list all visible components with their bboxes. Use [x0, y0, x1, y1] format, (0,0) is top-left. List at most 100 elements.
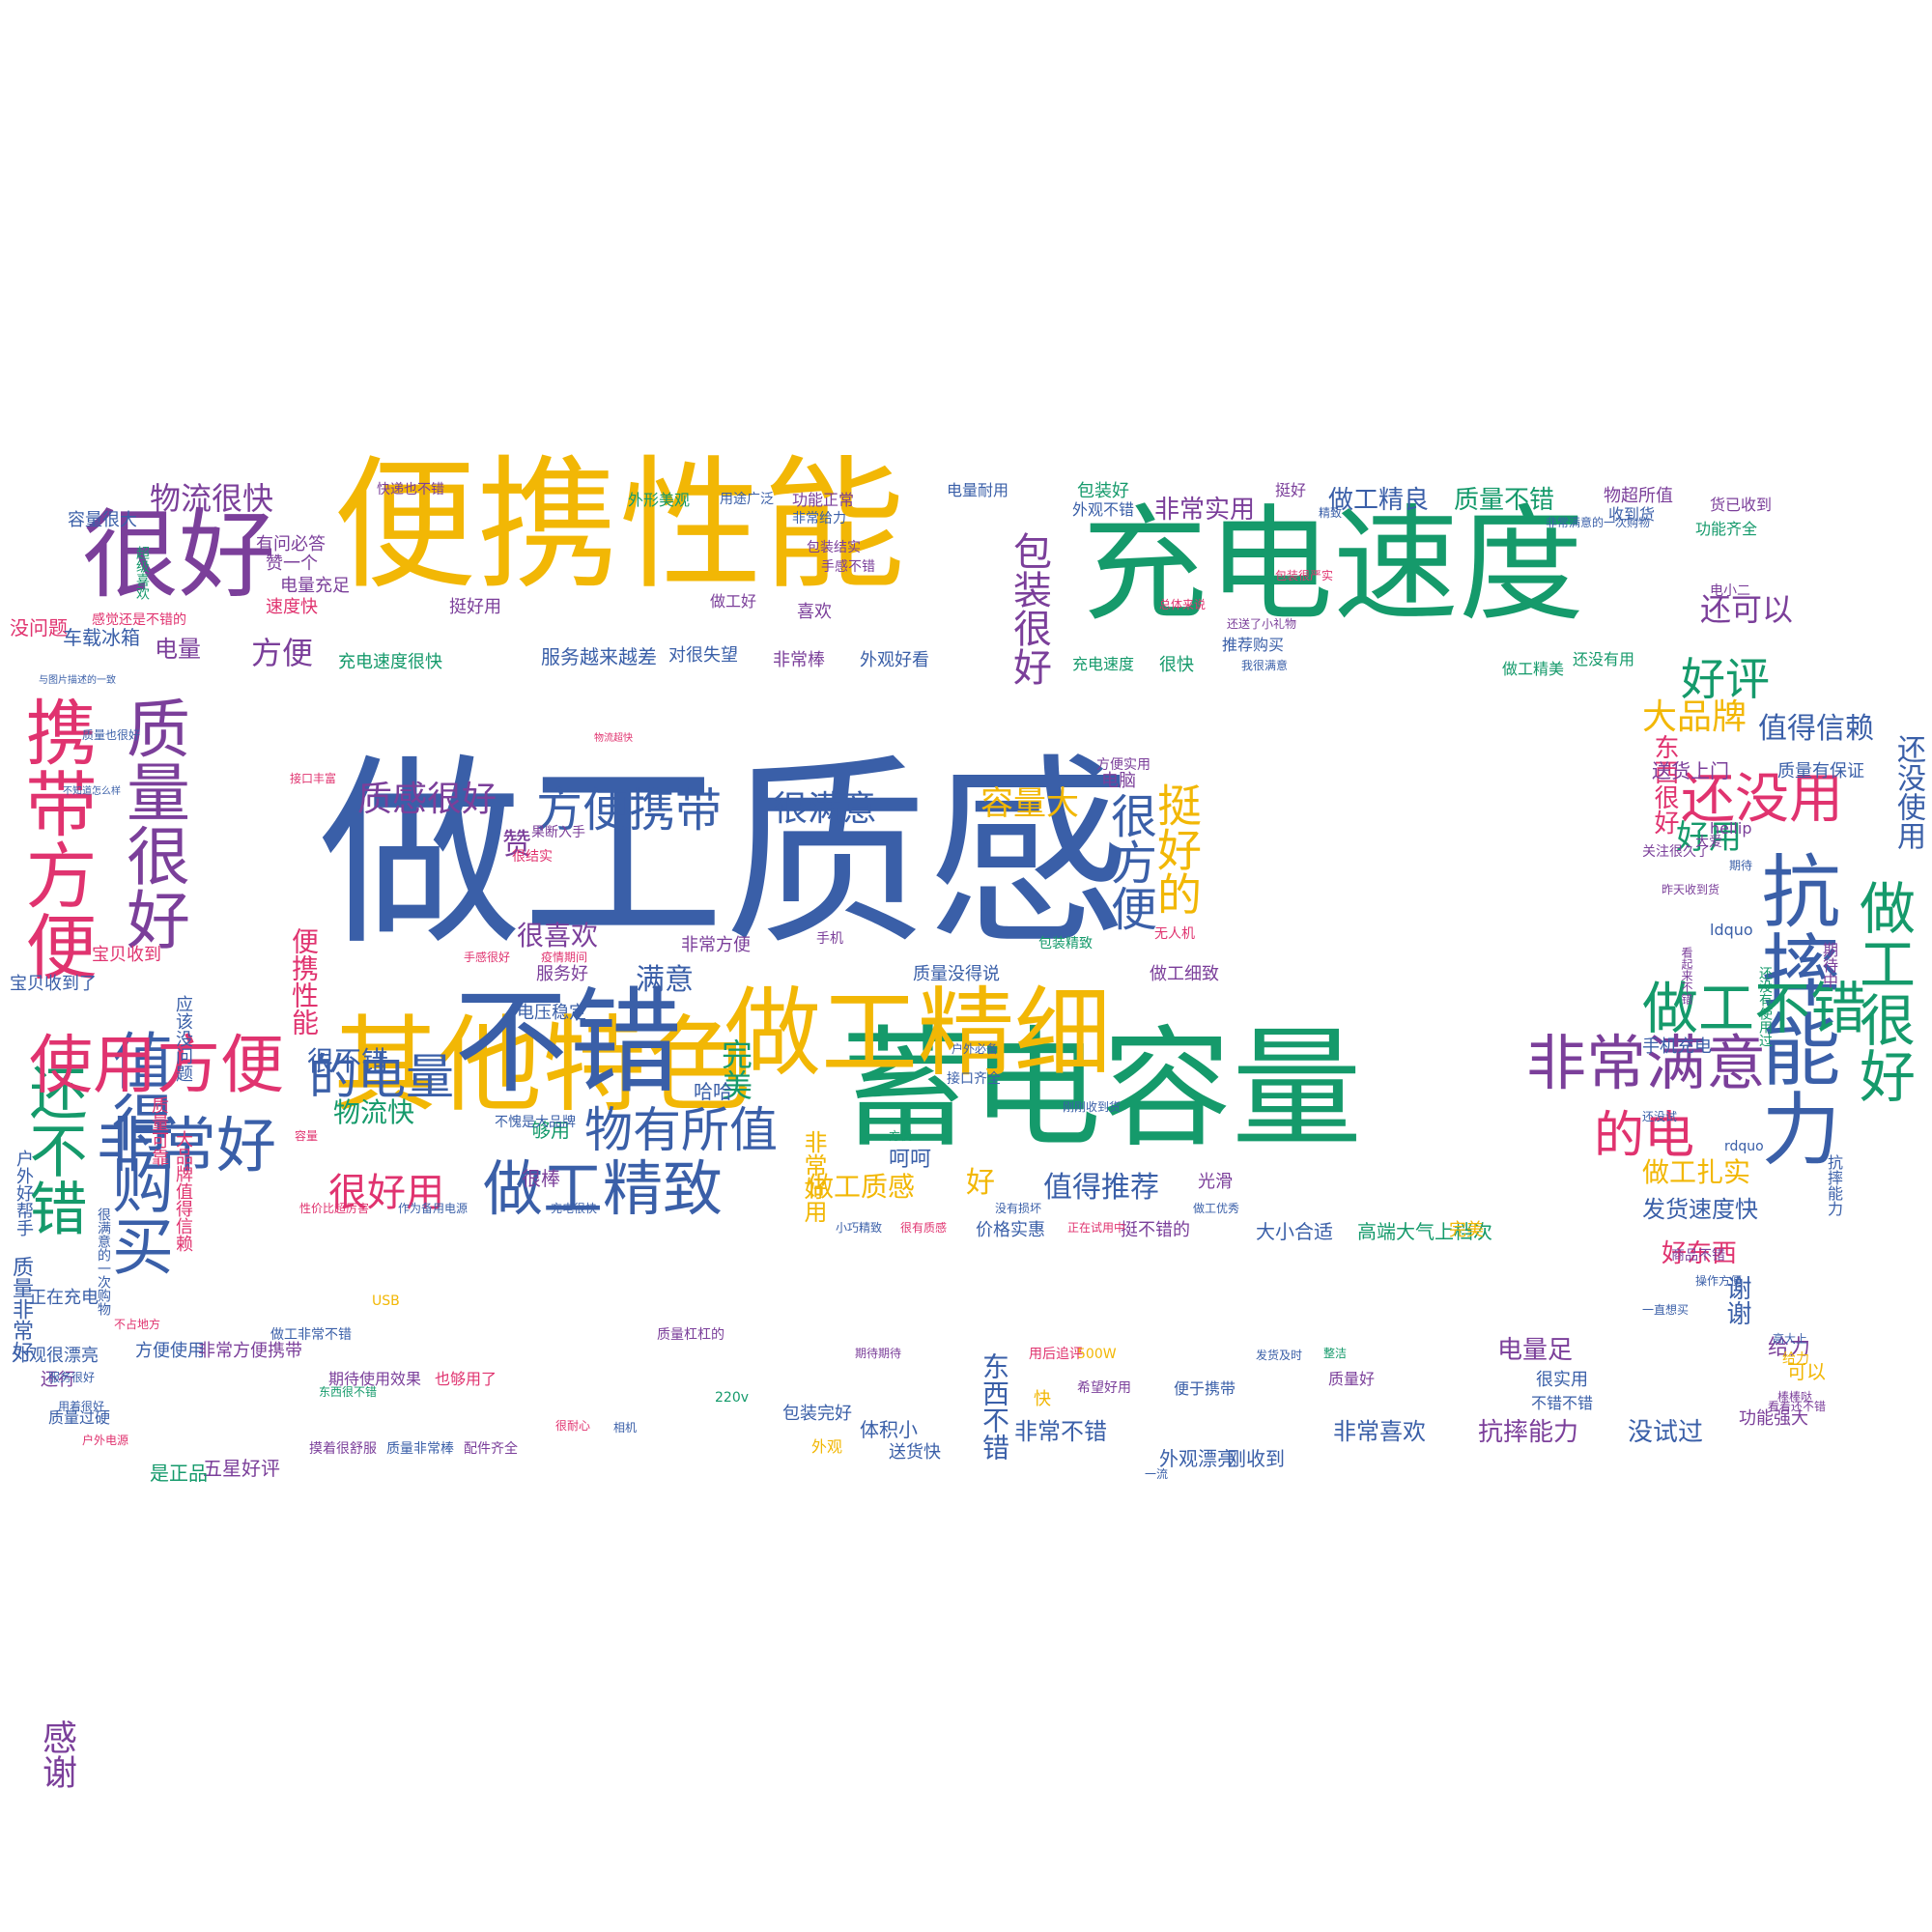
cloud-word: 服务越来越差 — [541, 645, 657, 668]
cloud-word: 超级喜欢 — [134, 546, 150, 600]
cloud-word: 电量耐用 — [947, 481, 1009, 499]
cloud-word: 物超所值 — [1604, 486, 1673, 506]
cloud-word: 接口齐全 — [947, 1071, 1001, 1087]
cloud-word: 用后追评 — [1029, 1347, 1083, 1362]
cloud-word: 是正品 — [150, 1462, 208, 1485]
cloud-word: 非常不错 — [1014, 1418, 1107, 1445]
cloud-word: 有问必答 — [256, 534, 326, 554]
cloud-word: 物流快 — [333, 1096, 415, 1128]
cloud-word: 宝贝收到 — [92, 945, 161, 965]
cloud-word: 应该没问题 — [173, 995, 193, 1082]
cloud-word: 电小二 — [1710, 583, 1750, 599]
cloud-word: 户外好帮手 — [14, 1150, 34, 1236]
cloud-word: 很满意的一次购物 — [96, 1208, 111, 1316]
cloud-word: 很有质感 — [900, 1221, 948, 1235]
cloud-word: 包装很好 — [1007, 531, 1051, 686]
cloud-word: 东西很好 — [1650, 734, 1679, 835]
cloud-word: 质量很好 — [116, 696, 190, 951]
cloud-word: 整洁 — [1323, 1347, 1348, 1360]
cloud-word: 方便携带 — [536, 783, 723, 838]
cloud-word: 刚刚收到货 — [1063, 1100, 1122, 1114]
cloud-word: 完美 — [1449, 1220, 1484, 1240]
cloud-word: 好东西 — [1662, 1239, 1738, 1268]
cloud-word: 看着还不错 — [1768, 1400, 1827, 1413]
cloud-word: 完美 — [717, 1038, 753, 1100]
cloud-word: 很不错 — [307, 1045, 389, 1077]
cloud-word: 质量非常好 — [9, 1256, 33, 1362]
cloud-word: 质量好 — [1328, 1370, 1376, 1388]
cloud-word: 服务很好 — [48, 1371, 96, 1384]
cloud-word: 包装完好 — [782, 1404, 852, 1424]
cloud-word: 不错 — [454, 976, 683, 1109]
cloud-word: 作为备用电源 — [398, 1202, 469, 1215]
cloud-word: 携带方便 — [14, 696, 97, 981]
cloud-word: 还没试 — [1642, 1110, 1678, 1123]
cloud-word: 很好用 — [328, 1171, 444, 1215]
cloud-word: 做工非常不错 — [270, 1327, 352, 1343]
cloud-word: 220v — [715, 1390, 750, 1406]
cloud-word: 满意 — [636, 963, 694, 997]
cloud-word: 也够用了 — [435, 1370, 497, 1388]
cloud-word: 质量杠杠的 — [657, 1327, 724, 1343]
cloud-word: 方便使用 — [135, 1341, 205, 1361]
cloud-word: 物有所值 — [584, 1102, 778, 1158]
cloud-word: 非常好用 — [800, 1130, 827, 1223]
cloud-word: 户外电源 — [82, 1434, 129, 1447]
cloud-word: 充电很快 — [551, 1202, 598, 1215]
cloud-word: 配件齐全 — [464, 1441, 518, 1457]
cloud-word: 外观好看 — [860, 650, 929, 670]
cloud-word: 非常棒 — [773, 650, 825, 670]
cloud-word: 非常给力 — [792, 511, 846, 526]
cloud-word: 宝贝收到了 — [10, 974, 97, 994]
cloud-word: 高大上 — [1773, 1332, 1808, 1346]
cloud-word: 非常好 — [97, 1110, 277, 1180]
cloud-word: 还没使用 — [1891, 734, 1925, 850]
cloud-word: 服务好 — [536, 964, 588, 984]
cloud-word: 用着很好 — [58, 1400, 105, 1413]
cloud-word: 感觉还是不错的 — [92, 612, 186, 628]
cloud-word: 疫情期间 — [541, 951, 588, 964]
cloud-word: 非常方便 — [681, 935, 751, 955]
cloud-word: 非常满意的一次购物 — [1546, 516, 1651, 529]
cloud-word: 非常喜欢 — [1333, 1418, 1426, 1445]
cloud-word: 做工质感 — [807, 1171, 916, 1203]
cloud-word: 外观漂亮 — [1159, 1447, 1236, 1470]
cloud-word: 外观很漂亮 — [12, 1346, 99, 1366]
cloud-word: 很耐心 — [555, 1419, 591, 1433]
cloud-word: 推荐购买 — [1222, 636, 1285, 654]
cloud-word: 值得信赖 — [1758, 712, 1874, 746]
cloud-word: 还没有使用过 — [1757, 966, 1773, 1047]
cloud-word: 与图片描述的一致 — [39, 675, 116, 686]
cloud-word: 外形美观 — [628, 491, 691, 509]
cloud-word: 很实用 — [1536, 1370, 1588, 1390]
cloud-word: 给力 — [1782, 1351, 1809, 1367]
cloud-word: 够用 — [531, 1119, 570, 1142]
cloud-word: 质感很好 — [357, 780, 497, 819]
cloud-word: 做工精致 — [483, 1153, 724, 1224]
cloud-word: 送货快 — [889, 1442, 941, 1463]
cloud-word: 非常方便携带 — [198, 1341, 302, 1361]
cloud-word: 便于携带 — [1174, 1379, 1236, 1398]
cloud-word: 果断入手 — [531, 825, 585, 840]
cloud-word: 蓄电容量 — [840, 1013, 1362, 1165]
cloud-word: 车载冰箱 — [63, 626, 140, 649]
cloud-word: 抗摔能力 — [1478, 1418, 1579, 1447]
cloud-word: 质量没得说 — [913, 964, 1000, 984]
cloud-word: 不愧是大品牌 — [495, 1115, 576, 1130]
cloud-word: 性价比超厉害 — [299, 1202, 370, 1215]
cloud-word: 商品不错 — [1671, 1248, 1725, 1264]
cloud-word: 我很满意 — [1241, 659, 1289, 672]
cloud-word: 500W — [1077, 1347, 1117, 1362]
cloud-word: 做工不错 — [1642, 976, 1867, 1041]
cloud-word: 收到货 — [1608, 505, 1656, 524]
cloud-word: 功能强大 — [1739, 1408, 1808, 1429]
cloud-word: 关注很久了 — [1642, 844, 1710, 860]
cloud-word: 还送了小礼物 — [1227, 617, 1297, 631]
cloud-word: 期待 — [1729, 859, 1753, 872]
cloud-word: hellip — [1710, 819, 1752, 838]
cloud-word: 用途广泛 — [720, 492, 774, 507]
cloud-word: 快 — [1034, 1389, 1051, 1409]
cloud-word: 方便 — [889, 1129, 913, 1143]
cloud-word: 货已收到 — [1710, 496, 1773, 514]
cloud-word: 小巧精致 — [836, 1221, 883, 1235]
